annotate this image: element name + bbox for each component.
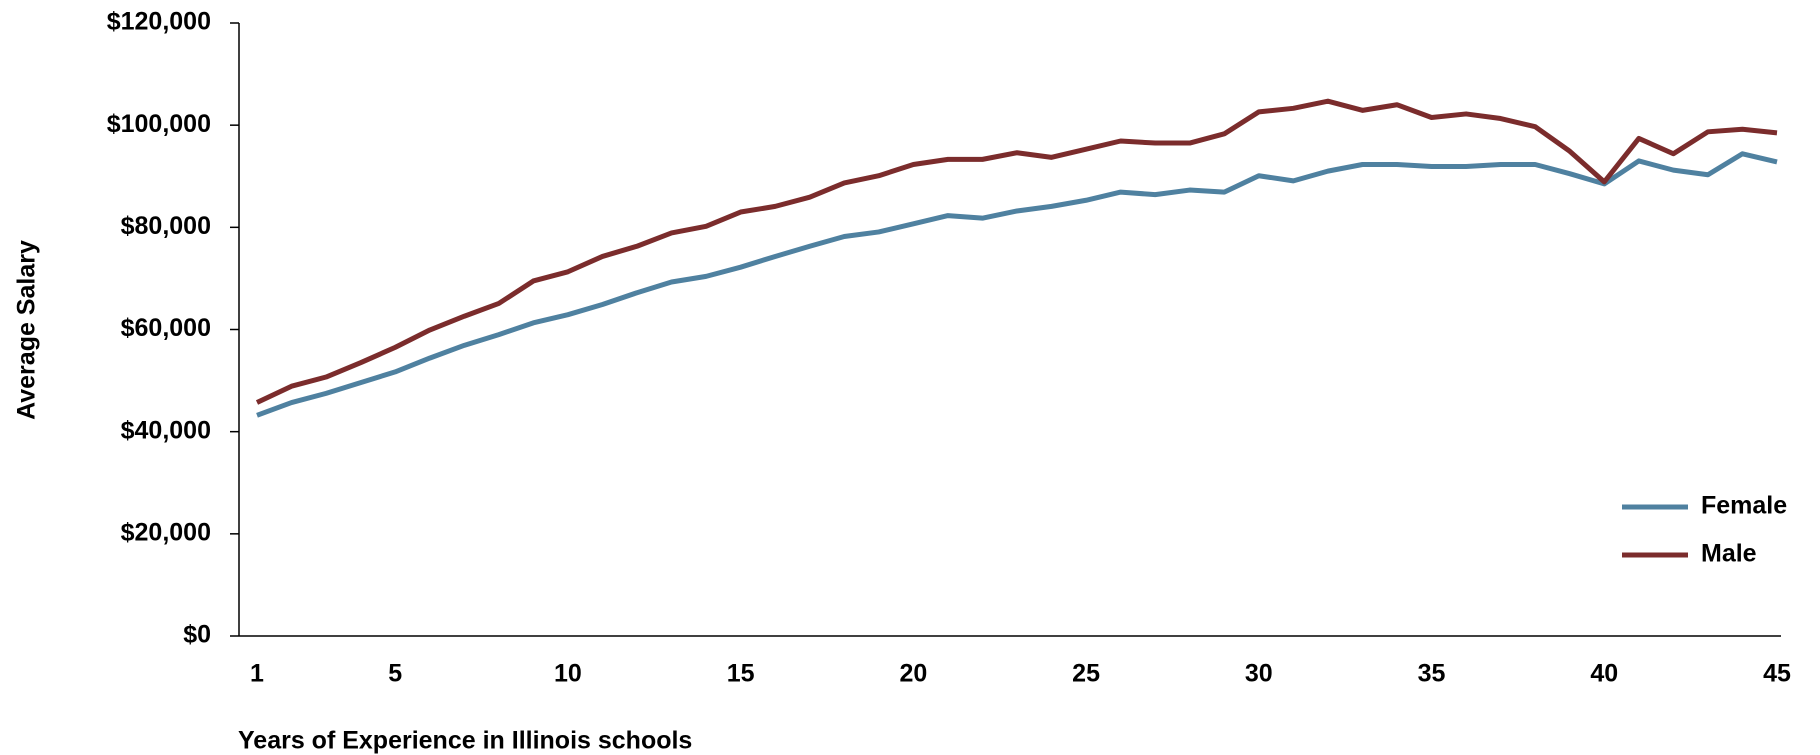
legend-label: Female xyxy=(1701,492,1787,520)
y-axis-label: Average Salary xyxy=(13,240,41,420)
y-tick-label: $20,000 xyxy=(121,518,211,546)
y-tick-label: $100,000 xyxy=(107,110,211,138)
line-series xyxy=(255,98,1778,405)
x-tick-label: 35 xyxy=(1418,660,1446,688)
y-tick-label: $0 xyxy=(183,621,211,649)
y-tick-label: $40,000 xyxy=(121,416,211,444)
x-axis-label: Years of Experience in Illinois schools xyxy=(238,727,692,755)
x-tick-label: 25 xyxy=(1072,660,1100,688)
legend-label: Male xyxy=(1701,540,1757,568)
y-tick-label: $60,000 xyxy=(121,314,211,342)
x-tick-label: 5 xyxy=(388,660,402,688)
x-tick-label: 40 xyxy=(1590,660,1618,688)
y-tick-label: $80,000 xyxy=(121,212,211,240)
x-tick-label: 15 xyxy=(727,660,755,688)
y-tick-label: $120,000 xyxy=(107,8,211,36)
x-tick-label: 10 xyxy=(554,660,582,688)
x-tick-label: 45 xyxy=(1763,660,1791,688)
x-tick-label: 20 xyxy=(899,660,927,688)
x-tick-label: 1 xyxy=(250,660,264,688)
line-series xyxy=(256,151,1778,418)
x-tick-label: 30 xyxy=(1245,660,1273,688)
